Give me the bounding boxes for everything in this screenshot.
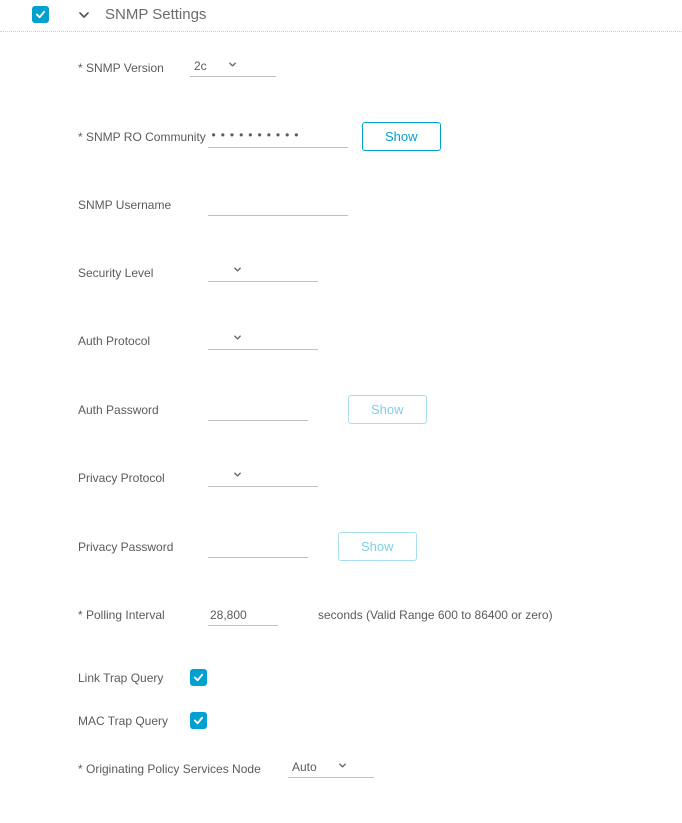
origin-node-select[interactable]: Auto	[288, 760, 374, 778]
chevron-down-icon	[227, 59, 238, 73]
section-enable-checkbox[interactable]	[32, 6, 49, 23]
chevron-down-icon	[232, 469, 243, 483]
label-privacy-protocol: Privacy Protocol	[78, 471, 208, 485]
field-privacy-password: Privacy Password Show	[78, 532, 682, 561]
ro-community-input[interactable]	[208, 126, 348, 148]
label-auth-password: Auth Password	[78, 403, 208, 417]
field-origin-node: * Originating Policy Services Node Auto	[78, 755, 682, 783]
field-polling-interval: * Polling Interval seconds (Valid Range …	[78, 601, 682, 629]
check-icon	[193, 672, 204, 683]
field-ro-community: * SNMP RO Community Show	[78, 122, 682, 151]
chevron-down-icon	[232, 332, 243, 346]
label-origin-node: * Originating Policy Services Node	[78, 762, 288, 776]
section-header: SNMP Settings	[0, 0, 682, 32]
label-ro-community: * SNMP RO Community	[78, 130, 208, 144]
check-icon	[193, 715, 204, 726]
link-trap-checkbox[interactable]	[190, 669, 207, 686]
show-privacy-password-button[interactable]: Show	[338, 532, 417, 561]
snmp-settings-form: * SNMP Version 2c * SNMP RO Community Sh…	[0, 32, 682, 783]
label-security-level: Security Level	[78, 266, 208, 280]
snmp-version-select[interactable]: 2c	[190, 59, 276, 77]
field-link-trap: Link Trap Query	[78, 669, 682, 686]
show-ro-community-button[interactable]: Show	[362, 122, 441, 151]
label-auth-protocol: Auth Protocol	[78, 334, 208, 348]
field-auth-protocol: Auth Protocol	[78, 327, 682, 355]
label-mac-trap: MAC Trap Query	[78, 714, 190, 728]
chevron-down-icon[interactable]	[77, 8, 91, 22]
label-link-trap: Link Trap Query	[78, 671, 190, 685]
field-auth-password: Auth Password Show	[78, 395, 682, 424]
field-snmp-version: * SNMP Version 2c	[78, 54, 682, 82]
label-snmp-username: SNMP Username	[78, 198, 208, 212]
label-polling-interval: * Polling Interval	[78, 608, 208, 622]
check-icon	[35, 9, 46, 20]
field-snmp-username: SNMP Username	[78, 191, 682, 219]
field-privacy-protocol: Privacy Protocol	[78, 464, 682, 492]
polling-interval-input[interactable]	[208, 604, 278, 626]
label-snmp-version: * SNMP Version	[78, 61, 190, 75]
field-security-level: Security Level	[78, 259, 682, 287]
mac-trap-checkbox[interactable]	[190, 712, 207, 729]
auth-protocol-select[interactable]	[208, 332, 318, 350]
auth-password-input[interactable]	[208, 399, 308, 421]
security-level-select[interactable]	[208, 264, 318, 282]
field-mac-trap: MAC Trap Query	[78, 712, 682, 729]
polling-interval-hint: seconds (Valid Range 600 to 86400 or zer…	[318, 608, 553, 622]
label-privacy-password: Privacy Password	[78, 540, 208, 554]
chevron-down-icon	[232, 264, 243, 278]
chevron-down-icon	[337, 760, 348, 774]
privacy-protocol-select[interactable]	[208, 469, 318, 487]
section-title: SNMP Settings	[105, 6, 206, 23]
snmp-username-input[interactable]	[208, 194, 348, 216]
show-auth-password-button[interactable]: Show	[348, 395, 427, 424]
privacy-password-input[interactable]	[208, 536, 308, 558]
